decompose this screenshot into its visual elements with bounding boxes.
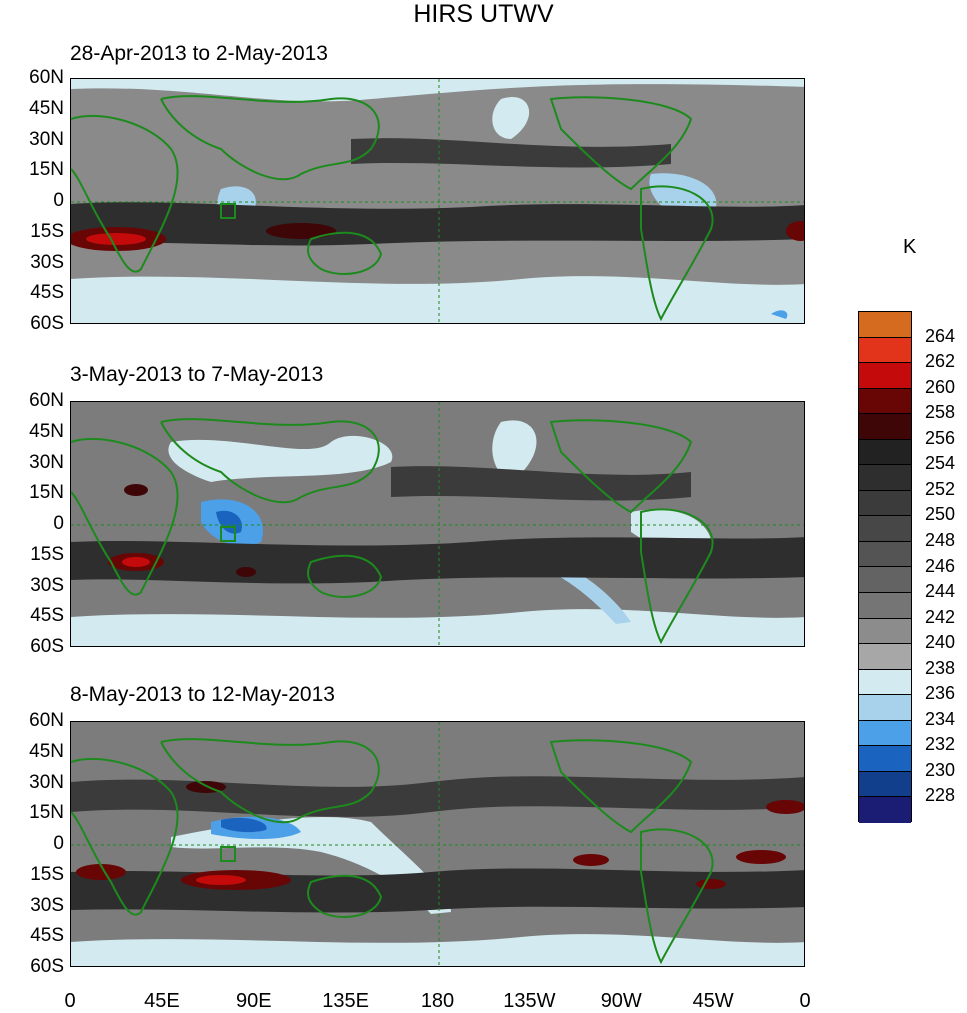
colorbar xyxy=(858,311,912,823)
y-tick-label: 60S xyxy=(30,636,64,657)
y-tick-label: 45N xyxy=(29,97,64,119)
y-tick-label: 30S xyxy=(30,894,64,916)
panel-3-map xyxy=(70,721,805,967)
colorbar-label: 264 xyxy=(925,325,956,346)
colorbar-label: 242 xyxy=(925,606,956,627)
colorbar-segment xyxy=(859,363,911,389)
y-tick-label: 30S xyxy=(30,574,64,596)
colorbar-label: 228 xyxy=(925,785,956,806)
x-tick-label: 0 xyxy=(799,990,811,1012)
colorbar-segment xyxy=(859,337,911,364)
panel-3-field xyxy=(71,722,804,966)
y-tick-label: 15S xyxy=(30,543,64,565)
colorbar-segment xyxy=(859,439,911,466)
colorbar-unit: K xyxy=(903,236,917,258)
colorbar-label: 240 xyxy=(925,632,956,653)
x-tick-label: 45E xyxy=(144,990,180,1012)
colorbar-label: 250 xyxy=(925,504,956,525)
y-tick-label: 15S xyxy=(30,863,64,885)
colorbar-label: 252 xyxy=(925,478,956,499)
chart-title: HIRS UTWV xyxy=(413,0,554,28)
y-tick-label: 45N xyxy=(29,420,64,442)
colorbar-segment xyxy=(859,516,911,542)
panel-2-map xyxy=(70,401,805,647)
colorbar-label: 262 xyxy=(925,351,956,372)
x-tick-label: 0 xyxy=(64,990,76,1012)
y-tick-label: 30N xyxy=(29,128,64,150)
colorbar-segment xyxy=(859,771,911,798)
colorbar-segment xyxy=(859,669,911,696)
colorbar-label: 230 xyxy=(925,759,956,780)
colorbar-label: 254 xyxy=(925,453,956,474)
colorbar-label: 232 xyxy=(925,734,956,755)
colorbar-label: 256 xyxy=(925,427,956,448)
x-tick-label: 90W xyxy=(600,990,642,1012)
colorbar-segment xyxy=(859,720,911,747)
colorbar-label: 258 xyxy=(925,402,956,423)
y-tick-label: 60S xyxy=(30,956,64,977)
colorbar-label: 246 xyxy=(925,555,956,576)
x-tick-label: 90E xyxy=(235,990,272,1012)
y-tick-label: 0 xyxy=(53,513,64,534)
y-tick-label: 60N xyxy=(29,710,64,731)
y-tick-label: 15N xyxy=(29,159,64,181)
colorbar-segment xyxy=(859,312,911,338)
y-tick-label: 15S xyxy=(30,220,64,242)
colorbar-segment xyxy=(859,567,911,594)
colorbar-label: 236 xyxy=(925,683,956,704)
y-tick-label: 0 xyxy=(53,833,64,854)
y-tick-label: 30N xyxy=(29,451,64,473)
y-tick-label: 0 xyxy=(53,190,64,211)
y-tick-label: 60N xyxy=(29,67,64,88)
colorbar-segment xyxy=(859,695,911,721)
x-tick-label: 45W xyxy=(692,990,734,1012)
colorbar-segment xyxy=(859,388,911,415)
y-tick-label: 15N xyxy=(29,482,64,504)
colorbar-label: 238 xyxy=(925,657,956,678)
x-tick-label: 135W xyxy=(503,990,556,1012)
y-tick-label: 30N xyxy=(29,771,64,793)
colorbar-segment xyxy=(859,541,911,568)
colorbar-label: 234 xyxy=(925,708,956,729)
y-tick-label: 45S xyxy=(30,282,64,304)
colorbar-segment xyxy=(859,593,911,619)
y-tick-label: 60N xyxy=(29,390,64,411)
panel-2-title: 3-May-2013 to 7-May-2013 xyxy=(70,363,324,386)
y-tick-label: 45S xyxy=(30,605,64,627)
panel-1-field xyxy=(71,79,804,323)
colorbar-segment xyxy=(859,618,911,645)
colorbar-segment xyxy=(859,465,911,491)
colorbar-label: 260 xyxy=(925,376,956,397)
colorbar-segment xyxy=(859,414,911,440)
panel-3-title: 8-May-2013 to 12-May-2013 xyxy=(70,683,335,706)
panel-1-title: 28-Apr-2013 to 2-May-2013 xyxy=(70,42,328,65)
colorbar-segment xyxy=(859,644,911,670)
x-tick-label: 135E xyxy=(322,990,369,1012)
colorbar-segment xyxy=(859,797,911,823)
x-tick-label: 180 xyxy=(420,990,455,1012)
y-tick-label: 60S xyxy=(30,313,64,334)
colorbar-label: 248 xyxy=(925,529,956,550)
colorbar-segment xyxy=(859,746,911,772)
y-tick-label: 15N xyxy=(29,802,64,824)
panel-2-field xyxy=(71,402,804,646)
y-tick-label: 45N xyxy=(29,740,64,762)
panel-1-map xyxy=(70,78,805,324)
y-tick-label: 45S xyxy=(30,925,64,947)
colorbar-segment xyxy=(859,490,911,517)
y-tick-label: 30S xyxy=(30,251,64,273)
colorbar-label: 244 xyxy=(925,581,956,602)
